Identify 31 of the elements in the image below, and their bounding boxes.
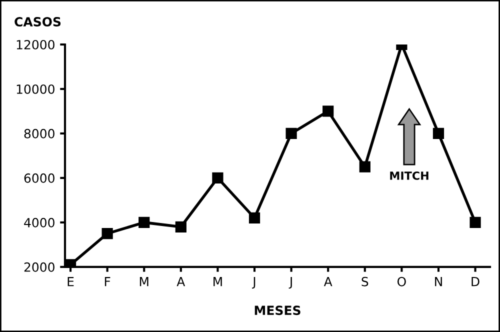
x-tick-label: O bbox=[397, 276, 406, 286]
y-tick-label: 2000 bbox=[24, 262, 54, 272]
annotation: MITCH bbox=[390, 171, 428, 180]
point bbox=[248, 212, 260, 224]
x-tick-label: N bbox=[435, 277, 442, 286]
y-tick-label: 10000 bbox=[16, 84, 54, 94]
x-tick-label: J bbox=[252, 277, 256, 289]
point bbox=[322, 106, 334, 117]
y-tick-label: 4000 bbox=[24, 218, 54, 228]
y-tick-label: 12000 bbox=[16, 40, 54, 50]
point bbox=[212, 172, 224, 184]
x-tick-label: D bbox=[472, 277, 480, 286]
x-tick-label: A bbox=[324, 277, 332, 286]
x-tick-label: A bbox=[176, 277, 186, 286]
point bbox=[138, 216, 150, 228]
point bbox=[175, 221, 186, 232]
y-tick-label: 8000 bbox=[24, 128, 54, 138]
point bbox=[286, 128, 297, 140]
point bbox=[470, 216, 481, 228]
x-tick-label: F bbox=[104, 277, 110, 286]
point bbox=[102, 228, 113, 240]
point bbox=[359, 161, 370, 172]
x-tick-label: E bbox=[68, 277, 74, 286]
y-tick-label: 6000 bbox=[24, 173, 54, 183]
x-tick-label: J bbox=[288, 277, 292, 289]
x-tick-label: M bbox=[140, 277, 148, 286]
x-axis-title: MESES bbox=[254, 306, 300, 316]
point bbox=[432, 128, 444, 140]
x-tick-label: M bbox=[214, 277, 222, 286]
y-axis-title: CASOS bbox=[14, 17, 61, 26]
x-tick-label: S bbox=[362, 276, 368, 286]
